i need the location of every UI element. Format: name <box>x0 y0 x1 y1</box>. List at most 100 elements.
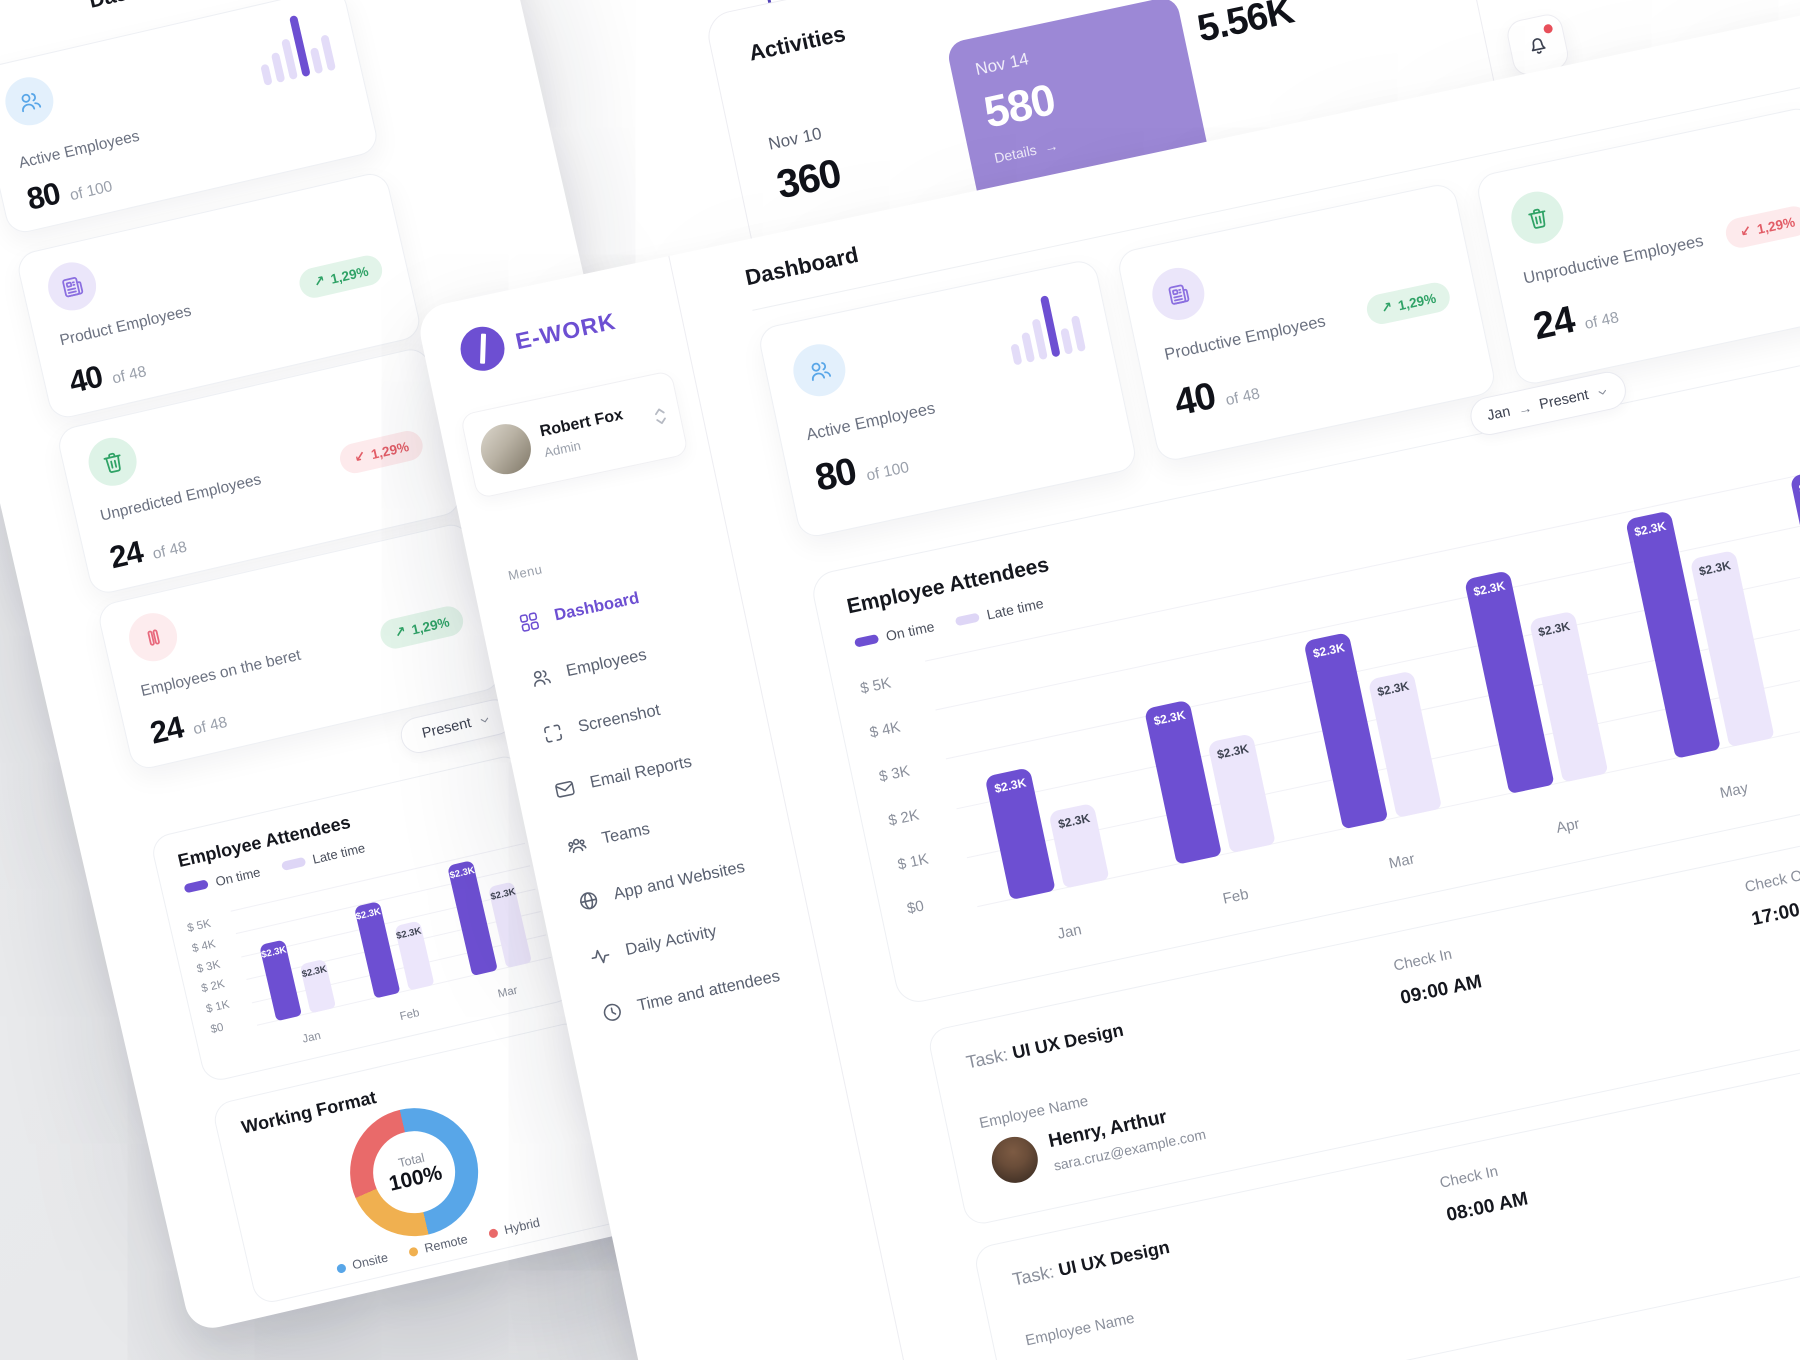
logo-icon <box>456 322 509 375</box>
late-time-swatch <box>280 856 306 872</box>
on-time-bar: $2.3K <box>1303 632 1389 830</box>
activity-entry: Nov 10 360 <box>767 122 845 209</box>
on-time-bar: $2.3K <box>447 859 498 976</box>
bar-value-label: $2.3K <box>448 864 476 882</box>
arrow-right-icon: → <box>1042 136 1060 156</box>
legend-item: Hybrid <box>487 1215 541 1240</box>
trash-icon <box>83 433 142 491</box>
on-time-bar: $2.3K <box>984 767 1057 900</box>
x-tick: Jan <box>301 1029 322 1046</box>
bar-value-label: $2.3K <box>1376 678 1411 699</box>
y-axis-labels: $ 5K $ 4K $ 3K $ 2K $ 1K $0 <box>859 674 939 917</box>
bar-value-label: $2.3K <box>1152 708 1187 729</box>
avatar <box>476 419 536 479</box>
x-tick: Apr <box>1554 815 1582 837</box>
late-time-swatch <box>954 612 980 626</box>
legend-item: Onsite <box>335 1250 389 1275</box>
trend-up-icon: ↗ <box>1379 298 1394 316</box>
late-time-bar: $2.3K <box>1048 802 1110 889</box>
page-title: Dashboard <box>742 241 861 291</box>
grid-icon <box>519 611 540 632</box>
sidebar-item-label: Email Reports <box>588 752 694 792</box>
sidebar-item-label: Screenshot <box>576 701 662 736</box>
sidebar-item-label: Time and attendees <box>635 966 782 1015</box>
bell-icon <box>1529 36 1547 56</box>
y-tick: $0 <box>905 897 926 918</box>
bar-value-label: $2.3K <box>489 886 517 904</box>
y-tick: $ 3K <box>877 762 912 786</box>
legend-dot <box>408 1245 419 1257</box>
bar-value-label: $2.3K <box>354 905 382 923</box>
report-icon <box>43 257 101 316</box>
arrow-right-icon: → <box>1516 399 1534 418</box>
y-tick: $ 2K <box>200 978 227 996</box>
task-title: Task: UI UX Design <box>964 1019 1126 1073</box>
chevron-updown-icon <box>655 408 666 425</box>
late-time-bar: $2.3K <box>299 959 336 1014</box>
x-tick: Mar <box>1387 850 1417 873</box>
avatar <box>987 1132 1043 1188</box>
trend-down-icon: ↙ <box>352 447 368 466</box>
chevron-down-icon <box>481 717 490 723</box>
team-icon <box>566 836 587 854</box>
users-icon <box>531 668 551 687</box>
y-tick: $ 1K <box>896 850 930 874</box>
sidebar-item-label: Teams <box>600 819 652 848</box>
mini-bar-chart <box>1002 290 1087 366</box>
donut-chart: Total 100% <box>337 1095 491 1249</box>
main-dashboard-panel: E-WORK Robert Fox Admin Menu Dashboard <box>415 0 1800 1360</box>
stat-card-unproductive-employees: Unproductive Employees ↙ 1,29% 24 of 48 <box>1474 105 1800 388</box>
on-time-swatch <box>853 633 880 648</box>
bar-value-label: $2.3K <box>1056 810 1092 832</box>
sidebar: E-WORK Robert Fox Admin Menu Dashboard <box>415 255 982 1360</box>
notification-dot <box>1542 23 1554 35</box>
on-time-bar: $2.3K <box>258 939 302 1022</box>
user-profile-card[interactable]: Robert Fox Admin <box>459 370 689 500</box>
employee-name-label: Employee Name <box>1023 1309 1136 1350</box>
sidebar-item-label: Employees <box>564 645 649 681</box>
task-title: Task: UI UX Design <box>1010 1236 1172 1290</box>
legend-dot <box>487 1227 499 1239</box>
check-in-column: Check In 08:00 AM <box>1438 1162 1530 1227</box>
donut-center-label: Total 100% <box>386 1150 445 1196</box>
bar-value-label: $2.3K <box>1536 618 1572 640</box>
trend-badge: ↗ 1,29% <box>1364 279 1453 327</box>
x-tick: May <box>1718 779 1750 803</box>
e-work-logo: E-WORK <box>456 299 620 375</box>
y-tick: $ 2K <box>886 806 921 830</box>
bar-value-label: $2.3K <box>1215 741 1250 762</box>
trash-icon <box>1506 186 1569 249</box>
users-icon <box>0 72 59 131</box>
sidebar-item-label: Daily Activity <box>623 922 719 959</box>
activity-icon <box>590 947 611 965</box>
menu-section-label: Menu <box>506 561 544 584</box>
x-tick: Jan <box>1055 921 1084 943</box>
bar-value-label: $2.3K <box>1697 558 1733 580</box>
chevron-down-icon <box>1598 389 1607 395</box>
employee-attendees-card: Employee Attendees On time Late time $ 5… <box>149 752 577 1084</box>
x-tick: Mar <box>496 984 519 1001</box>
late-time-bar: $2.3K <box>393 920 435 991</box>
trend-badge: ↗ 1,29% <box>377 603 467 652</box>
activity-value: 360 <box>772 151 845 208</box>
activities-title: Activities <box>746 20 848 66</box>
stat-card-productive-employees: Productive Employees ↗ 1,29% 40 of 48 <box>1115 181 1498 464</box>
pause-icon <box>124 608 182 666</box>
bar-value-label: $2.3K <box>300 964 329 981</box>
sidebar-item-label: Dashboard <box>552 588 641 625</box>
late-time-bar: $2.3K <box>488 881 533 969</box>
bar-value-label: $2.3K <box>1311 640 1347 662</box>
check-in-column: Check In 09:00 AM <box>1392 945 1484 1009</box>
activity-date: Nov 10 <box>766 123 824 154</box>
check-out-column: Check Out 17:00 <box>1743 864 1800 931</box>
activity-value: 5.56K <box>1193 0 1297 51</box>
bar-value-label: $2.3K <box>1797 475 1800 497</box>
stat-value: 80 of 100 <box>811 450 911 500</box>
y-tick: $ 4K <box>190 937 217 956</box>
on-time-swatch <box>183 879 209 894</box>
x-tick: Feb <box>398 1007 421 1024</box>
trend-badge: ↙ 1,29% <box>337 428 426 477</box>
activity-entry: Nov 20 5.56K <box>1188 0 1297 52</box>
bar-value-label: $2.3K <box>260 944 288 961</box>
